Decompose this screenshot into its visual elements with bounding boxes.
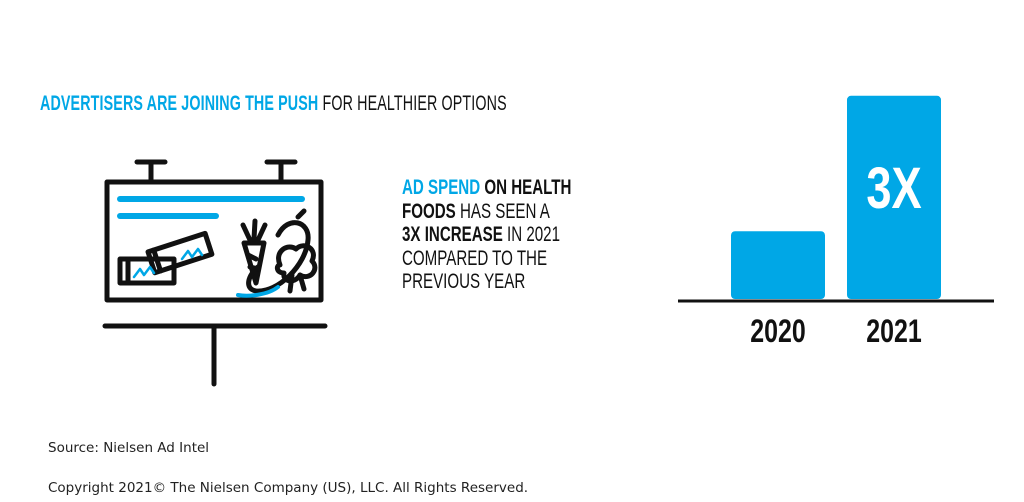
headline-highlight: ADVERTISERS ARE JOINING THE PUSH [40,92,319,115]
stat-on-health: ON HEALTH [480,176,572,199]
stat-line-3: 3X INCREASE IN 2021 [402,223,571,247]
headline: ADVERTISERS ARE JOINING THE PUSH FOR HEA… [40,92,507,116]
stat-in-2021: IN 2021 [502,223,560,246]
stat-line-4: COMPARED TO THE [402,246,548,270]
tick-label-2020: 2020 [750,314,806,350]
stat-has-seen: HAS SEEN A [455,199,550,223]
stat-foods: FOODS [402,199,456,223]
tick-label-2021: 2021 [866,314,922,350]
headline-rest: FOR HEALTHIER OPTIONS [318,92,507,115]
bar-chart: 3X 2020 2021 [678,95,994,350]
source-note: Source: Nielsen Ad Intel [48,440,210,456]
bar-2021 [847,95,941,299]
copyright-note: Copyright 2021© The Nielsen Company (US)… [48,480,529,496]
bar-2020 [731,231,825,299]
stat-line-1: AD SPEND ON HEALTH [402,176,571,200]
stat-line-2: FOODS HAS SEEN A [402,200,571,224]
bar-series: 3X [731,95,941,299]
billboard-illustration [102,159,328,387]
stat-line-5: PREVIOUS YEAR [402,270,526,293]
stat-ad-spend: AD SPEND [402,176,481,199]
category-ticks: 2020 2021 [750,314,922,350]
stat-text: AD SPEND ON HEALTH FOODS HAS SEEN A 3X I… [402,176,571,294]
stat-increase: 3X INCREASE [402,223,503,246]
data-label-2021: 3X [866,156,922,221]
